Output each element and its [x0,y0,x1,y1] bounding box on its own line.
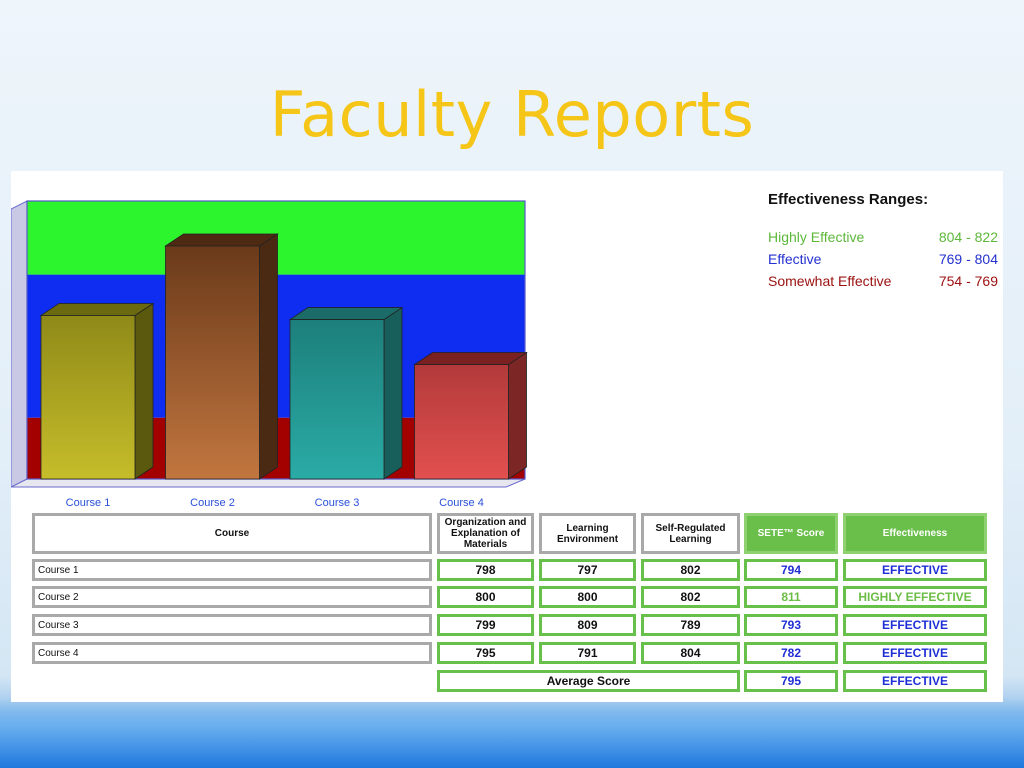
plot-frame [26,200,526,480]
chart-side-wall [11,200,28,488]
legend-range: 754 - 769 [938,273,998,289]
average-effectiveness: EFFECTIVE [843,670,987,692]
learning-environment-score-cell: 800 [539,586,636,608]
course-header: Course [32,513,432,554]
organization-header: Organization and Explanation of Material… [437,513,534,554]
report-panel: Course 1 Course 2 Course 3 Course 4 Effecti… [11,171,1003,702]
effectiveness-legend: Effectiveness Ranges: Highly Effective 8… [768,191,998,292]
self-regulated-header: Self-Regulated Learning [641,513,740,554]
organization-score-cell: 798 [437,559,534,581]
bar [165,245,260,480]
self-regulated-score-cell: 802 [641,586,740,608]
bar-side [508,351,527,480]
learning-environment-score-cell: 797 [539,559,636,581]
average-score-label: Average Score [437,670,740,692]
legend-range: 769 - 804 [938,251,998,267]
chart-floor [11,478,526,488]
self-regulated-score-cell: 789 [641,614,740,636]
course-name-cell: Course 4 [32,642,432,664]
bar-side [134,302,154,480]
self-regulated-score-cell: 804 [641,642,740,664]
x-tick-label: Course 2 [190,497,235,509]
organization-score-cell: 800 [437,586,534,608]
sete-score-cell: 782 [744,642,838,664]
effectiveness-cell: EFFECTIVE [843,614,987,636]
slide-title: Faculty Reports [269,78,755,151]
effectiveness-cell: EFFECTIVE [843,559,987,581]
effectiveness-cell: HIGHLY EFFECTIVE [843,586,987,608]
sete-score-cell: 811 [744,586,838,608]
self-regulated-score-cell: 802 [641,559,740,581]
legend-item-highly-effective: Highly Effective 804 - 822 [768,226,998,248]
course-name-cell: Course 3 [32,614,432,636]
course-name-cell: Course 1 [32,559,432,581]
legend-label: Effective [768,251,822,267]
average-sete-score: 795 [744,670,838,692]
x-tick-label: Course 4 [439,497,484,509]
legend-title: Effectiveness Ranges: [768,191,929,208]
course-name-cell: Course 2 [32,586,432,608]
bar-top [288,307,404,320]
legend-range: 804 - 822 [938,229,998,245]
learning-environment-header: Learning Environment [539,513,636,554]
x-tick-label: Course 3 [315,497,360,509]
bar-top [413,352,528,365]
organization-score-cell: 795 [437,642,534,664]
legend-item-effective: Effective 769 - 804 [768,248,998,270]
bar-top [164,233,279,247]
x-tick-label: Course 1 [66,497,111,509]
legend-label: Somewhat Effective [768,273,892,289]
sete-score-header: SETE™ Score [744,513,838,554]
learning-environment-score-cell: 809 [539,614,636,636]
bar-chart: Course 1 Course 2 Course 3 Course 4 [11,200,528,509]
bar-top [39,303,155,316]
sete-score-cell: 794 [744,559,838,581]
legend-label: Highly Effective [768,229,865,245]
bar-side [259,233,278,480]
effectiveness-header: Effectiveness [843,513,987,554]
bar [414,364,509,480]
organization-score-cell: 799 [437,614,534,636]
legend-item-somewhat-effective: Somewhat Effective 754 - 769 [768,270,998,292]
effectiveness-cell: EFFECTIVE [843,642,987,664]
learning-environment-score-cell: 791 [539,642,636,664]
background-wave [0,698,1024,768]
bar [289,319,385,480]
bar [40,315,136,480]
bar-side [383,306,403,480]
sete-score-cell: 793 [744,614,838,636]
